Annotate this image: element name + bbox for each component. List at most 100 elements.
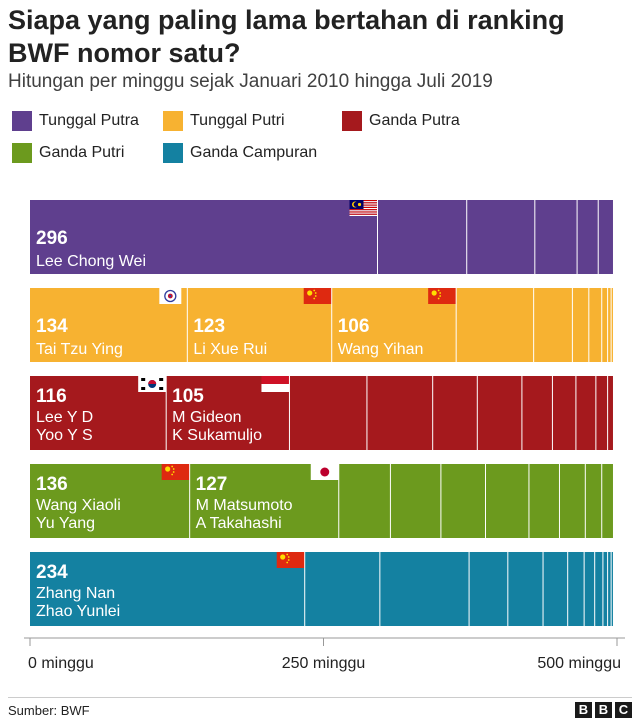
bar-segment [390, 464, 441, 538]
chart-subtitle: Hitungan per minggu sejak Januari 2010 h… [8, 71, 493, 92]
chart-title: Siapa yang paling lama bertahan di ranki… [8, 5, 565, 68]
bar-segment [584, 552, 595, 626]
data-label-value: 116 [36, 386, 67, 407]
bar-segment [440, 464, 486, 538]
data-label-value: 123 [193, 316, 225, 337]
legend-item-tunggal-putri: Tunggal Putri [163, 111, 285, 131]
china-flag-icon [276, 552, 305, 568]
legend-label: Ganda Putra [369, 112, 460, 129]
bar-segment [456, 288, 534, 362]
legend-swatch [342, 111, 362, 131]
data-label-name: Yoo Y S [36, 427, 93, 444]
data-label-value: 234 [36, 562, 68, 583]
bar-segment [598, 200, 614, 274]
data-label-name: M Gideon [172, 409, 241, 426]
china-flag-icon [428, 288, 457, 304]
bar-segment [528, 464, 560, 538]
footer-divider [8, 697, 632, 698]
data-label-value: 136 [36, 474, 68, 495]
bar-segment [594, 552, 603, 626]
bar-segment [379, 552, 470, 626]
legend-swatch [12, 111, 32, 131]
china-flag-icon [303, 288, 332, 304]
bar-segment [601, 464, 614, 538]
data-label-name: Li Xue Rui [193, 341, 267, 358]
data-label-name: A Takahashi [196, 515, 282, 532]
legend-label: Tunggal Putra [39, 112, 139, 129]
china-flag-icon [161, 464, 190, 480]
bar-segment [30, 552, 305, 626]
malaysia-flag-icon [349, 200, 378, 216]
legend-swatch [12, 143, 32, 163]
bar-segment [466, 200, 535, 274]
legend-item-ganda-putri: Ganda Putri [12, 143, 124, 163]
indonesia-flag-icon [261, 376, 290, 392]
data-label-value: 134 [36, 316, 68, 337]
bar-segment [543, 552, 568, 626]
stacked-bar-chart: 296 Lee Chong Wei 134 Tai Tzu Ying 123 Li Xue… [24, 200, 625, 672]
legend-item-ganda-putra: Ganda Putra [342, 111, 460, 131]
bar-segment [607, 288, 612, 362]
bar-segment [611, 552, 614, 626]
bbc-logo-letter: C [615, 702, 632, 718]
x-axis-tick-label: 0 minggu [28, 655, 94, 672]
japan-flag-icon [310, 464, 339, 480]
legend-label: Tunggal Putri [190, 112, 285, 129]
bar-segment [601, 288, 608, 362]
bbc-logo-letter: B [595, 702, 612, 718]
x-axis-tick-label: 500 minggu [537, 655, 621, 672]
bar-segment [338, 464, 391, 538]
data-label-name: Wang Xiaoli [36, 497, 121, 514]
data-label-name: Yu Yang [36, 515, 95, 532]
data-label-value: 127 [196, 474, 228, 495]
data-label-name: Lee Chong Wei [36, 253, 146, 270]
south-korea-flag-icon [138, 376, 167, 392]
bar-segment [30, 200, 378, 274]
bar-segment [567, 552, 585, 626]
legend-item-tunggal-putra: Tunggal Putra [12, 111, 139, 131]
legend-swatch [163, 111, 183, 131]
source-note: Sumber: BWF [8, 703, 90, 718]
data-label-name: Tai Tzu Ying [36, 341, 123, 358]
bar-segment [507, 552, 544, 626]
bar-segment [521, 376, 553, 450]
data-label-value: 296 [36, 228, 68, 249]
legend-item-ganda-campuran: Ganda Campuran [163, 143, 317, 163]
bar-segment [607, 552, 612, 626]
bar-segment [477, 376, 522, 450]
data-label-name: K Sukamuljo [172, 427, 262, 444]
bar-segment [575, 376, 596, 450]
bar-segment [534, 200, 578, 274]
bar-segment [572, 288, 589, 362]
bar-segment [304, 552, 380, 626]
bar-segment [552, 376, 576, 450]
bar-segment [377, 200, 467, 274]
data-label-name: Wang Yihan [338, 341, 424, 358]
data-label-name: Zhao Yunlei [36, 603, 120, 620]
bar-segment [533, 288, 573, 362]
bar-segment [595, 376, 608, 450]
bar-segment [366, 376, 433, 450]
bar-segment [607, 376, 614, 450]
legend-label: Ganda Campuran [190, 144, 318, 161]
data-label-name: M Matsumoto [196, 497, 293, 514]
legend-swatch [163, 143, 183, 163]
bar-segment [588, 288, 602, 362]
bar-segment [289, 376, 367, 450]
chinese-taipei-flag-icon [159, 288, 182, 304]
data-label-value: 105 [172, 386, 204, 407]
bar-segment [577, 200, 599, 274]
bar-segment [611, 288, 614, 362]
bar-segment [559, 464, 586, 538]
bar-segment [432, 376, 478, 450]
data-label-name: Lee Y D [36, 409, 93, 426]
x-axis-tick-label: 250 minggu [282, 655, 366, 672]
bar-segment [585, 464, 602, 538]
bbc-logo: B B C [575, 702, 632, 718]
data-label-value: 106 [338, 316, 370, 337]
bbc-logo-letter: B [575, 702, 592, 718]
bar-segment [602, 552, 608, 626]
bar-segment [469, 552, 508, 626]
data-label-name: Zhang Nan [36, 585, 115, 602]
bar-segment [485, 464, 529, 538]
